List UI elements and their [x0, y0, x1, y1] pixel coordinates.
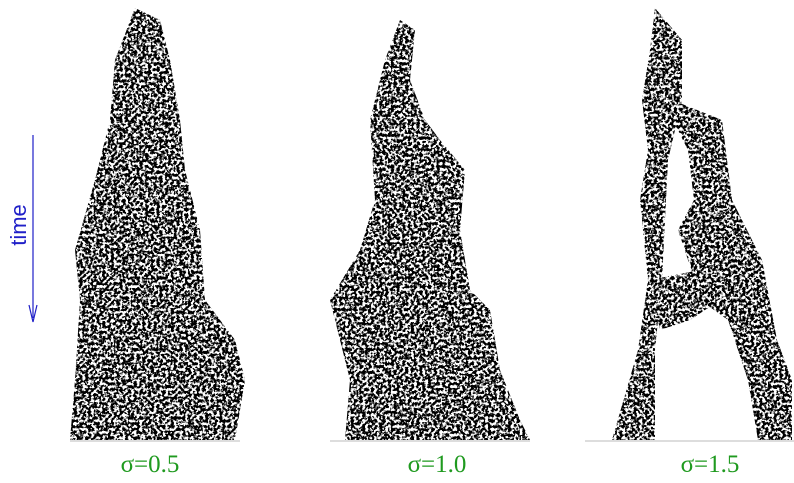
panel-label: σ=1.0 [408, 451, 467, 478]
time-label: time [6, 204, 31, 246]
panel-label: σ=1.5 [681, 451, 740, 478]
time-arrowhead [28, 304, 38, 323]
cluster-pattern [70, 8, 245, 440]
cluster-pattern [330, 20, 530, 440]
cluster-pattern [612, 8, 792, 440]
panel-label: σ=0.5 [121, 451, 180, 478]
